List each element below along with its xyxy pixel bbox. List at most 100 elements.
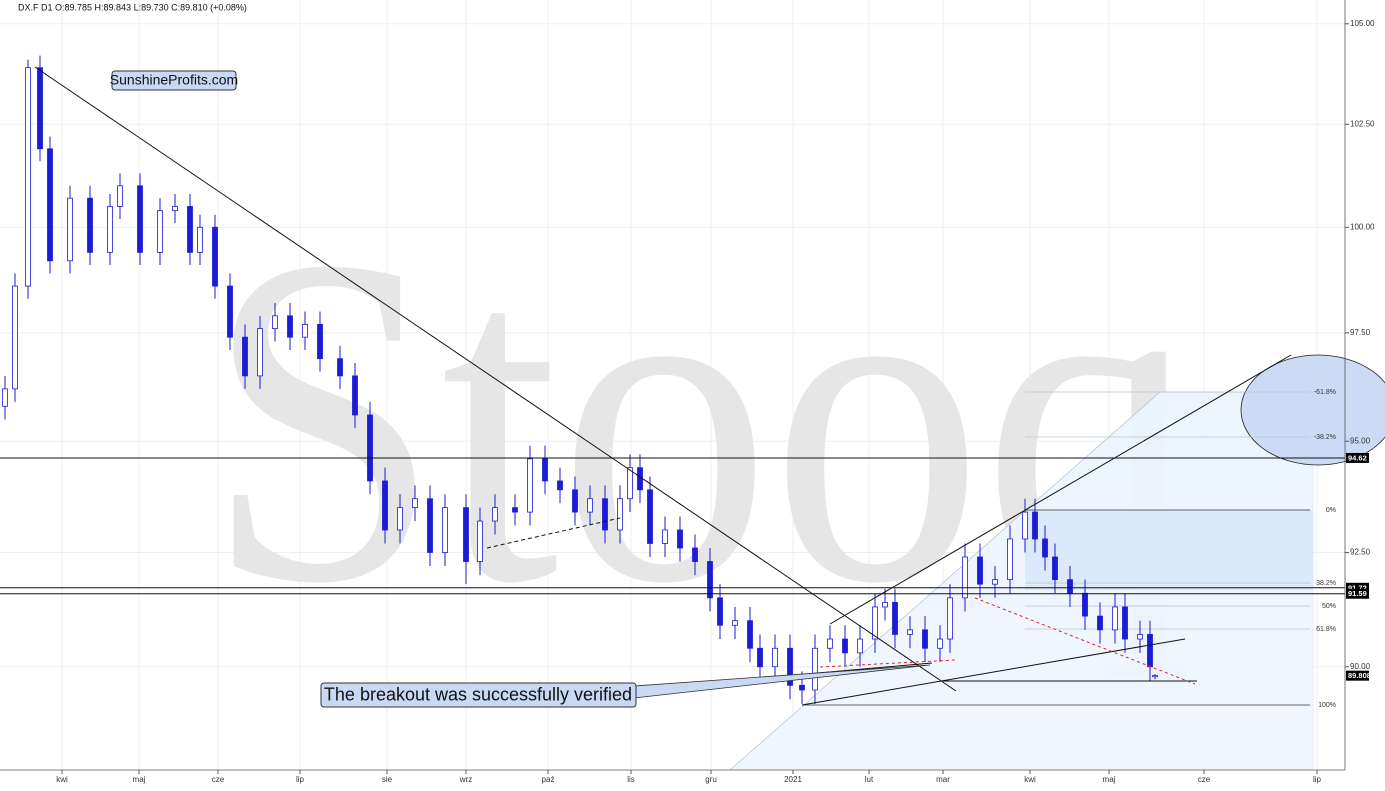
candle-body [272, 315, 278, 330]
candle-body [587, 498, 593, 513]
candle-body [172, 206, 178, 212]
target-ellipse [1240, 354, 1385, 466]
x-tick-label: maj [133, 775, 146, 784]
candle-body [1152, 675, 1158, 678]
x-tick-label: kwi [56, 775, 68, 784]
y-tick-label: 102.50 [1350, 119, 1375, 128]
y-tick-label: 92.50 [1350, 548, 1371, 557]
candle-body [67, 197, 73, 262]
x-tick-label: kwi [1024, 775, 1036, 784]
candle-body [107, 206, 113, 253]
y-tick-label: 105.00 [1350, 19, 1375, 28]
candle-body [757, 647, 763, 668]
x-tick-label: cze [212, 775, 225, 784]
candle-body [662, 529, 668, 544]
y-tick-label: 90.00 [1350, 662, 1371, 671]
candle-body [637, 467, 643, 491]
candle-body [617, 498, 623, 531]
header: DX.F D1 O:89.785 H:89.843 L:89.730 C:89.… [18, 2, 247, 12]
candle-body [427, 498, 433, 553]
breakout-callout: The breakout was successfully verified [320, 664, 931, 708]
candle-body [1082, 592, 1088, 617]
candle-body [937, 638, 943, 649]
candle-body [317, 323, 323, 360]
candle-body [242, 336, 248, 377]
candle-body [922, 629, 928, 649]
candle-body [872, 606, 878, 640]
axes: 105.00 102.50 100.00 97.50 95.00 92.50 90.00 kw… [56, 19, 1375, 784]
candle-body [2, 388, 8, 407]
price-label: 91.59 [1348, 589, 1367, 598]
fib-label: 0% [1326, 507, 1336, 514]
candle-body [892, 601, 898, 635]
candle-body [337, 358, 343, 377]
candle-body [647, 489, 653, 544]
candle-body [1147, 634, 1153, 668]
candle-body [962, 556, 968, 599]
candle-body [977, 556, 983, 585]
x-tick-label: cze [1198, 775, 1211, 784]
candle-body [257, 328, 263, 377]
candle-body [627, 467, 633, 500]
candle-body [572, 489, 578, 513]
x-tick-label: paź [542, 775, 555, 784]
price-label-box [1346, 670, 1369, 681]
fib-label: 38.2% [1316, 580, 1336, 587]
candle-body [1007, 538, 1013, 581]
price-lines [0, 457, 1345, 595]
candle-body [397, 507, 403, 531]
x-tick-label: lut [865, 775, 874, 784]
candle-body [442, 507, 448, 553]
x-tick-label: lis [627, 775, 635, 784]
fib-label: 100% [1318, 702, 1336, 709]
candles [2, 55, 1158, 705]
fib-label: -38.2% [1314, 434, 1336, 441]
candle-body [412, 498, 418, 509]
candle-body [227, 285, 233, 338]
candle-body [352, 375, 358, 416]
candle-body [137, 185, 143, 253]
fib-label: -61.8% [1314, 389, 1336, 396]
candle-body [527, 458, 533, 513]
candle-body [557, 480, 563, 491]
candle-body [772, 647, 778, 668]
candle-body [732, 620, 738, 626]
candle-body [717, 597, 723, 626]
candle-body [302, 323, 308, 338]
trendlines [34, 66, 1292, 706]
candle-body [842, 638, 848, 654]
candle-body [1122, 606, 1128, 640]
candle-body [799, 684, 805, 691]
price-label-box [1346, 452, 1369, 463]
x-tick-label: mar [936, 775, 950, 784]
candle-body [87, 197, 93, 253]
price-label: 89.808 [1348, 671, 1371, 680]
price-label: 94.62 [1348, 453, 1367, 462]
y-tick-label: 97.50 [1350, 328, 1371, 337]
candle-body [747, 620, 753, 649]
annotation: The breakout was successfully verified [324, 684, 632, 704]
price-label-box [1346, 588, 1369, 599]
x-tick-label: maj [1103, 775, 1116, 784]
x-tick-label: gru [705, 775, 717, 784]
candle-body [677, 529, 683, 549]
candle-body [1032, 511, 1038, 540]
candle-body [692, 547, 698, 562]
candle-body [477, 520, 483, 562]
y-tick-label: 100.00 [1350, 222, 1375, 231]
candle-body [197, 226, 203, 253]
candle-body [1042, 538, 1048, 558]
candle-body [1022, 511, 1028, 540]
x-tick-label: 2021 [784, 775, 802, 784]
brand: SunshineProfits.com [110, 72, 238, 88]
candle-body [512, 507, 518, 513]
candle-body [37, 67, 43, 150]
candle-body [542, 458, 548, 482]
candle-body [463, 507, 469, 562]
candle-body [1097, 615, 1103, 631]
candle-body [382, 480, 388, 531]
x-tick-label: lip [1313, 775, 1322, 784]
x-tick-label: lip [296, 775, 305, 784]
candle-body [827, 638, 833, 649]
